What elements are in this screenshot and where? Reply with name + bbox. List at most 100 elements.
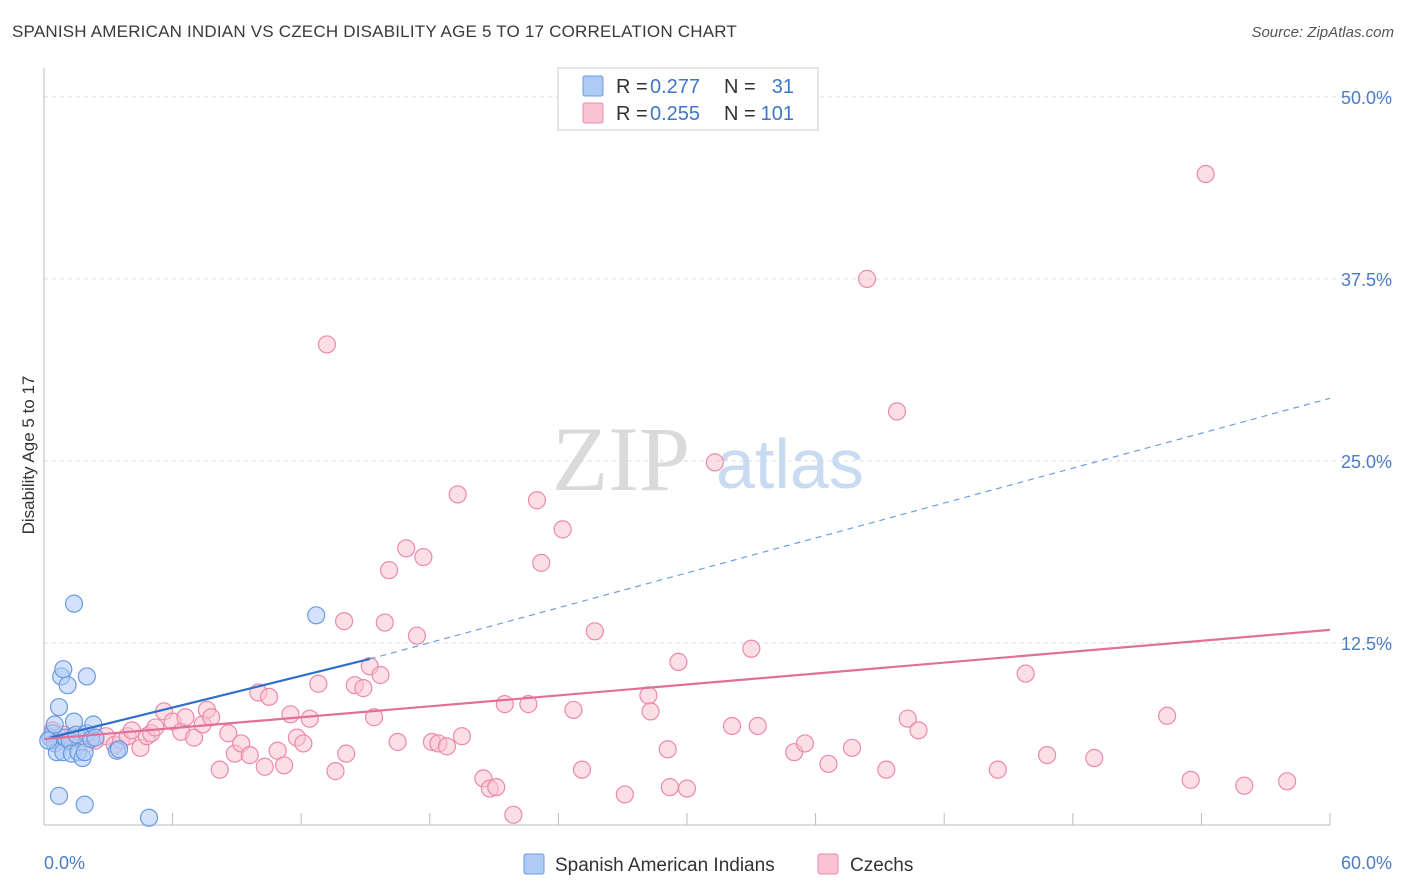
czech-point-37 — [300, 709, 319, 728]
czech-point-62 — [495, 695, 514, 714]
spanish-point-6 — [49, 786, 69, 805]
czech-point-97 — [1196, 164, 1215, 184]
czech-point-29 — [240, 745, 259, 765]
czech-point-20 — [176, 708, 195, 727]
czech-point-73 — [641, 702, 660, 721]
czech-point-46 — [364, 708, 384, 727]
spanish-point-27 — [109, 740, 129, 759]
legend-r-label-2: R = — [616, 103, 648, 125]
czech-point-53 — [414, 547, 433, 567]
czech-point-63 — [504, 805, 523, 824]
czech-point-98 — [1235, 776, 1254, 795]
legend-r-label-1: R = — [616, 76, 648, 98]
legend-swatch-spanish — [582, 75, 604, 97]
czech-point-94 — [1085, 748, 1104, 768]
bottom-legend-swatch-spanish — [523, 853, 545, 875]
spanish-point-3 — [45, 715, 64, 734]
spanish-point-5 — [49, 697, 69, 717]
czech-point-67 — [553, 520, 572, 539]
axes — [43, 68, 1331, 826]
legend-swatch-czech — [582, 102, 604, 124]
gridlines — [44, 96, 1392, 644]
czech-point-31 — [255, 757, 274, 776]
czech-point-58 — [452, 727, 472, 746]
czech-point-84 — [819, 754, 838, 773]
czech-point-100 — [259, 687, 279, 706]
czech-point-95 — [1158, 706, 1177, 725]
czech-point-93 — [1037, 745, 1057, 765]
czech-point-69 — [572, 760, 592, 779]
trend-spanish-solid — [50, 657, 371, 739]
czech-point-76 — [669, 652, 688, 671]
spanish-point-20 — [75, 795, 94, 814]
spanish-point-28 — [139, 808, 159, 827]
czech-point-75 — [660, 778, 679, 797]
czech-point-39 — [317, 335, 337, 354]
czech-point-78 — [705, 453, 724, 472]
bottom-legend: Spanish American Indians Czechs — [523, 853, 913, 876]
watermark-atlas: atlas — [716, 425, 864, 503]
chart-title: SPANISH AMERICAN INDIAN VS CZECH DISABIL… — [12, 22, 737, 41]
czech-point-25 — [210, 760, 229, 779]
legend-r-value-1: 0.277 — [650, 76, 700, 98]
czech-point-16 — [146, 718, 165, 737]
czech-point-83 — [795, 734, 814, 753]
czech-point-72 — [639, 686, 658, 705]
czech-point-48 — [375, 613, 394, 632]
czech-point-34 — [281, 705, 300, 724]
czech-point-70 — [585, 622, 604, 641]
y-axis-label: Disability Age 5 to 17 — [19, 376, 38, 535]
spanish-point-8 — [54, 660, 73, 679]
x-tick-label-1: 60.0% — [1341, 853, 1392, 873]
watermark-zip: ZIP — [552, 408, 690, 510]
x-tick-label-0: 0.0% — [44, 853, 85, 873]
czech-point-47 — [371, 665, 390, 685]
czech-point-88 — [887, 402, 907, 421]
source-label: Source: ZipAtlas.com — [1251, 24, 1394, 41]
czech-point-51 — [397, 539, 416, 558]
legend-n-value-1: 31 — [772, 76, 794, 98]
legend-n-value-2: 101 — [761, 103, 794, 125]
czech-point-40 — [326, 762, 345, 781]
czech-point-80 — [742, 639, 761, 658]
legend-n-label-1: N = — [724, 76, 756, 98]
czech-point-21 — [184, 728, 204, 747]
legend-n-label-2: N = — [724, 103, 756, 125]
czech-point-44 — [354, 679, 373, 698]
trend-spanish-dashed — [369, 397, 1331, 660]
czech-point-65 — [527, 491, 547, 510]
spanish-point-15 — [64, 594, 84, 613]
czech-point-68 — [564, 700, 583, 720]
czech-point-38 — [309, 674, 328, 693]
y-tick-label-3: 50.0% — [1341, 88, 1392, 108]
czech-point-66 — [532, 553, 551, 572]
czech-point-81 — [748, 716, 767, 736]
czech-point-41 — [334, 612, 354, 631]
legend-box: R = 0.277 N = 31 R = 0.255 N = 101 — [557, 67, 819, 131]
czech-point-87 — [877, 760, 896, 779]
czech-point-52 — [407, 626, 427, 645]
czech-point-74 — [658, 740, 677, 759]
czech-point-24 — [202, 708, 221, 727]
y-tick-label-1: 25.0% — [1341, 452, 1392, 472]
watermark: ZIP atlas — [552, 408, 864, 510]
spanish-point-11 — [58, 676, 77, 695]
czech-point-57 — [448, 485, 467, 504]
czech-point-56 — [437, 737, 457, 756]
czech-point-50 — [388, 732, 407, 752]
czech-point-42 — [337, 744, 356, 763]
bottom-legend-label-spanish: Spanish American Indians — [555, 855, 775, 876]
czech-point-36 — [294, 734, 313, 753]
trend-lines — [43, 397, 1331, 741]
czech-point-92 — [1016, 664, 1035, 683]
tick-labels: 12.5% 25.0% 37.5% 50.0% 0.0% 60.0% — [44, 88, 1392, 873]
spanish-point-30 — [39, 731, 58, 750]
czech-point-71 — [615, 785, 634, 804]
spanish-point-29 — [307, 606, 326, 625]
czech-point-49 — [379, 561, 399, 580]
y-tick-label-0: 12.5% — [1341, 634, 1392, 654]
czech-points — [43, 164, 1297, 824]
trend-czech — [43, 628, 1331, 741]
czech-point-85 — [842, 738, 862, 757]
